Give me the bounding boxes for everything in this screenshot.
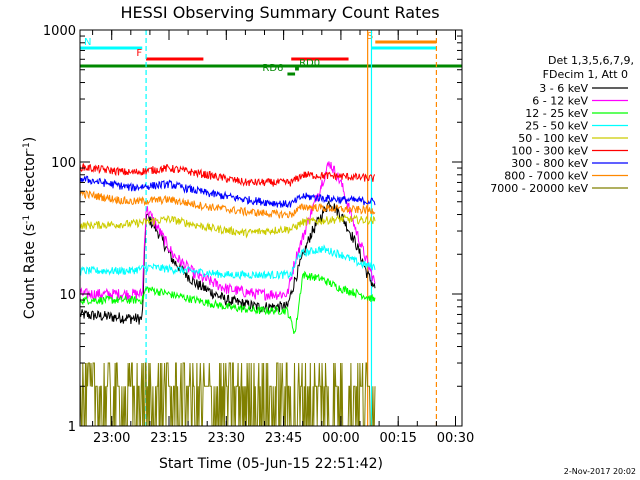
series-line (80, 175, 376, 208)
x-tick-label: 23:00 (93, 431, 130, 446)
series-line (80, 189, 376, 219)
legend-entry: 300 - 800 keV (511, 157, 588, 170)
series-line (80, 213, 376, 239)
timestamp: 2-Nov-2017 20:02 (564, 467, 636, 476)
series-line (80, 244, 376, 281)
legend-entry: 50 - 100 keV (518, 132, 588, 145)
legend-header: FDecim 1, Att 0 (543, 68, 628, 81)
attenuator-label: S (367, 31, 373, 42)
legend-entry: 25 - 50 keV (525, 120, 588, 133)
y-tick-label: 1000 (43, 24, 76, 39)
x-axis-label: Start Time (05-Jun-15 22:51:42) (159, 456, 383, 472)
legend-entry: 3 - 6 keV (539, 82, 588, 95)
series-line (80, 163, 376, 187)
y-tick-label: 1 (68, 420, 76, 435)
legend-entry: 100 - 300 keV (511, 145, 588, 158)
legend-entry: 12 - 25 keV (525, 107, 588, 120)
x-axis: 23:00 23:15 23:30 23:45 00:00 00:15 00:30 (92, 30, 474, 446)
attenuator-bands: N F S RD0 RD6 (80, 31, 462, 76)
y-tick-label: 10 (59, 288, 76, 303)
x-tick-label: 00:00 (322, 431, 359, 446)
chart-title: HESSI Observing Summary Count Rates (120, 3, 439, 22)
legend-entry: 6 - 12 keV (532, 95, 588, 108)
attenuator-label: F (136, 48, 142, 59)
legend-entry: 800 - 7000 keV (504, 170, 588, 183)
y-axis-label: Count Rate (s-1 detector-1) (22, 137, 38, 319)
x-tick-label: 23:15 (150, 431, 187, 446)
x-tick-label: 00:30 (437, 431, 474, 446)
x-tick-label: 23:45 (265, 431, 302, 446)
series-line (80, 362, 376, 426)
attenuator-label: RD6 (262, 63, 283, 74)
series-lines (80, 161, 376, 426)
plot-frame (79, 29, 463, 427)
vertical-markers (145, 30, 438, 426)
series-line (80, 161, 376, 301)
attenuator-label: RD0 (299, 58, 320, 69)
x-tick-label: 00:15 (379, 431, 416, 446)
legend-header: Det 1,3,5,6,7,9, (548, 54, 634, 67)
series-line (80, 270, 376, 334)
attenuator-label: N (84, 37, 91, 48)
y-axis: 1 10 100 1000 (43, 24, 462, 435)
legend-entry: 7000 - 20000 keV (490, 182, 588, 195)
y-tick-label: 100 (51, 156, 76, 171)
x-tick-label: 23:30 (208, 431, 245, 446)
legend: Det 1,3,5,6,7,9,FDecim 1, Att 03 - 6 keV… (490, 54, 634, 195)
